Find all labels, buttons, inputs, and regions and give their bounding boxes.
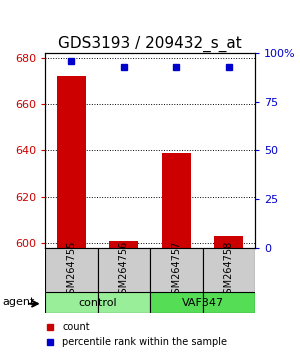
FancyBboxPatch shape — [202, 292, 255, 313]
Bar — [214, 236, 243, 248]
Text: agent: agent — [2, 297, 34, 307]
Bar — [162, 153, 191, 248]
Text: GSM264758: GSM264758 — [224, 240, 234, 299]
Text: percentile rank within the sample: percentile rank within the sample — [62, 337, 227, 348]
Title: GDS3193 / 209432_s_at: GDS3193 / 209432_s_at — [58, 35, 242, 52]
FancyBboxPatch shape — [45, 292, 98, 313]
FancyBboxPatch shape — [98, 292, 150, 313]
FancyBboxPatch shape — [98, 248, 150, 292]
Bar — [57, 76, 86, 248]
Text: GSM264757: GSM264757 — [171, 240, 181, 299]
Text: VAF347: VAF347 — [182, 298, 224, 308]
Text: control: control — [78, 298, 117, 308]
Text: GSM264755: GSM264755 — [66, 240, 76, 299]
Bar — [109, 241, 138, 248]
FancyBboxPatch shape — [202, 248, 255, 292]
Text: count: count — [62, 321, 90, 332]
Text: GSM264756: GSM264756 — [119, 240, 129, 299]
FancyBboxPatch shape — [150, 292, 202, 313]
FancyBboxPatch shape — [150, 248, 202, 292]
FancyBboxPatch shape — [45, 248, 98, 292]
